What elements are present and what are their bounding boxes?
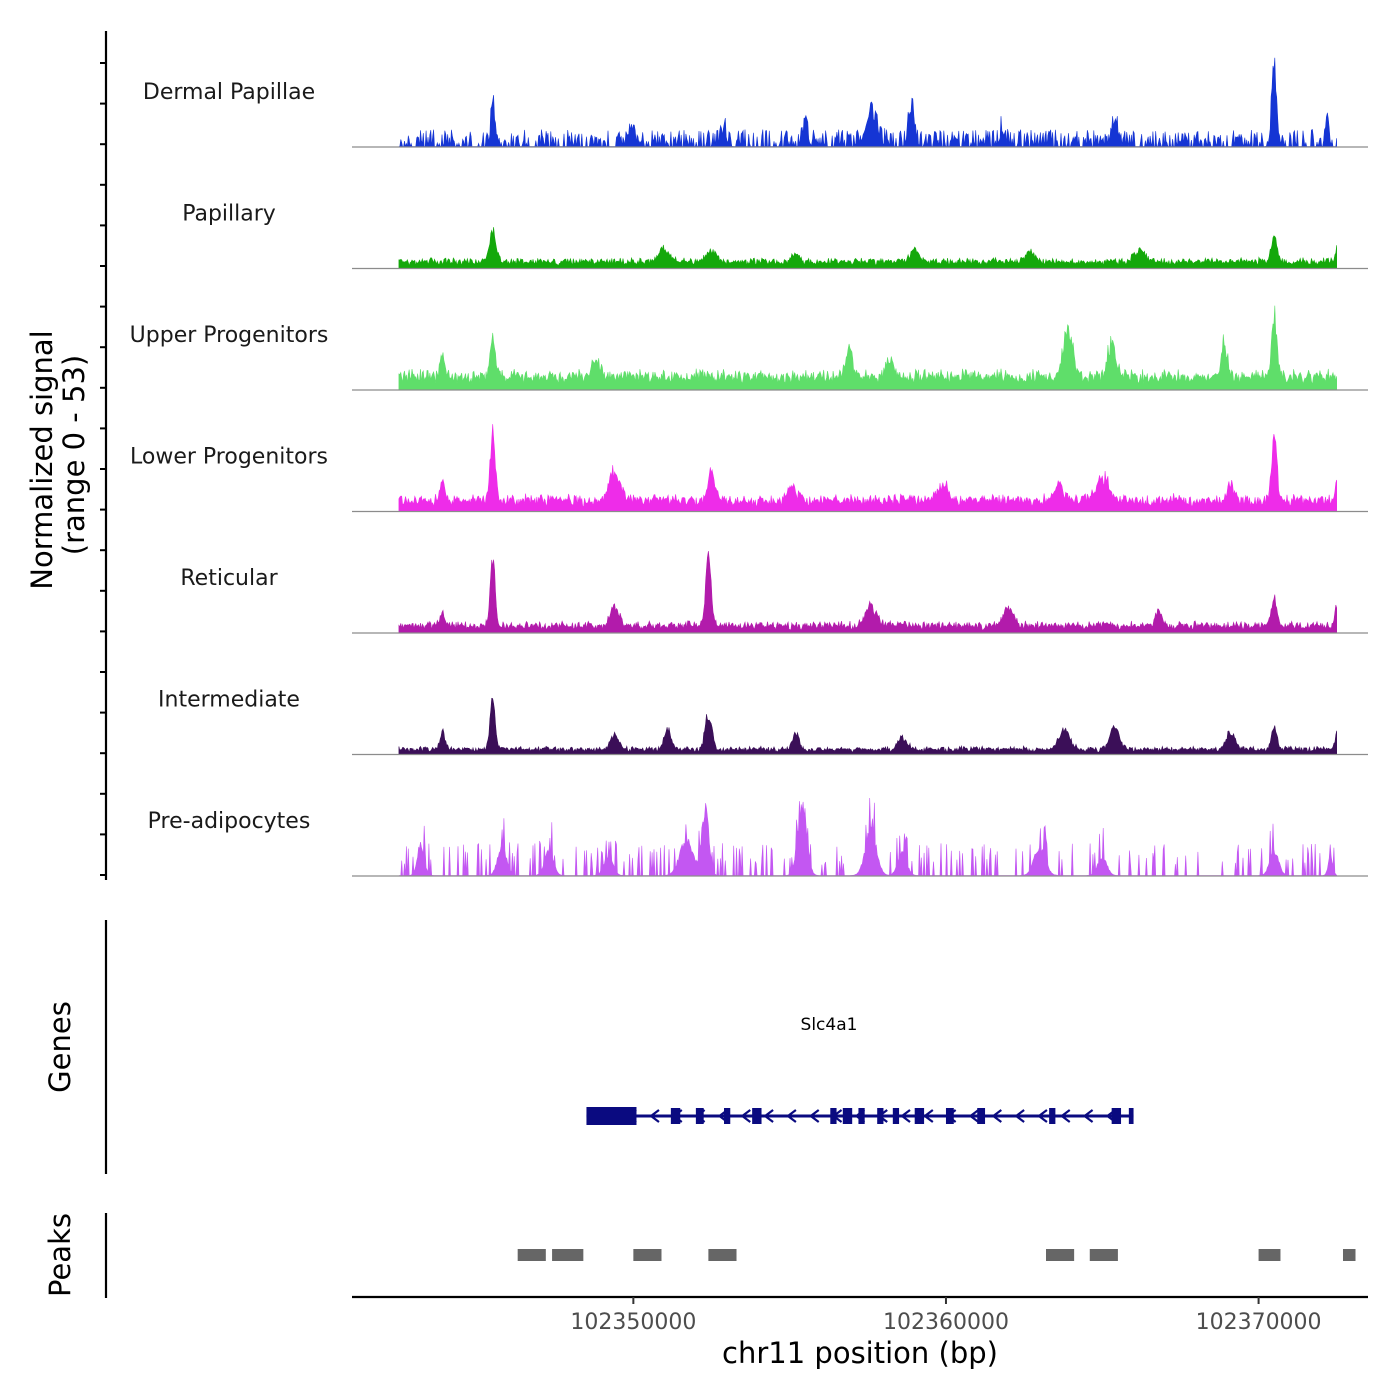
signal-area	[398, 697, 1337, 755]
gene-exon	[724, 1108, 731, 1124]
track-label: Dermal Papillae	[143, 80, 315, 105]
gene-exon	[892, 1108, 900, 1124]
signal-area	[398, 227, 1337, 269]
x-tick-label: 102360000	[883, 1310, 1009, 1335]
gene-exon	[1049, 1108, 1056, 1124]
gene-exon	[1128, 1108, 1134, 1124]
signal-area	[398, 797, 1337, 876]
peak-region	[633, 1249, 662, 1261]
gene-exon	[695, 1108, 704, 1124]
signal-y-ticks	[100, 62, 106, 876]
track-reticular: Reticular	[180, 551, 1368, 634]
strand-arrow	[991, 1109, 1002, 1123]
signal-area	[398, 551, 1337, 633]
peak-region	[552, 1249, 584, 1261]
gene-name-label: Slc4a1	[801, 1015, 858, 1035]
strand-arrow	[740, 1109, 751, 1123]
strand-arrow	[1037, 1109, 1048, 1123]
track-label: Lower Progenitors	[130, 445, 328, 470]
peak-region	[1342, 1249, 1356, 1261]
peak-region	[517, 1249, 546, 1261]
strand-arrow	[808, 1109, 820, 1123]
x-tick-label: 102350000	[570, 1310, 696, 1335]
peak-region	[1089, 1249, 1118, 1261]
track-upper-progenitors: Upper Progenitors	[130, 305, 1368, 391]
gene-exon	[945, 1108, 954, 1124]
signal-area	[398, 424, 1337, 512]
gene-exon	[670, 1108, 681, 1124]
track-pre-adipocytes: Pre-adipocytes	[148, 797, 1368, 877]
y-axis-subtitle: (range 0 - 53)	[57, 355, 91, 555]
track-label: Papillary	[182, 202, 276, 227]
gene-exon	[830, 1108, 837, 1124]
strand-arrow	[763, 1109, 774, 1123]
signal-area	[398, 305, 1337, 390]
gene-exon	[858, 1108, 865, 1124]
strand-arrow	[900, 1109, 911, 1123]
track-label: Reticular	[180, 566, 278, 591]
track-label: Pre-adipocytes	[148, 809, 311, 834]
track-lower-progenitors: Lower Progenitors	[130, 424, 1368, 513]
track-dermal-papillae: Dermal Papillae	[143, 57, 1368, 148]
strand-arrow	[786, 1109, 797, 1123]
strand-arrow	[649, 1109, 660, 1123]
peak-region	[1258, 1249, 1281, 1261]
gene-exon	[877, 1108, 884, 1124]
gene-exon	[842, 1108, 853, 1124]
track-label: Upper Progenitors	[130, 323, 329, 348]
gene-exon	[914, 1108, 925, 1124]
x-tick-label: 102370000	[1196, 1310, 1322, 1335]
signal-area	[398, 57, 1337, 148]
y-axis-title: Normalized signal	[25, 330, 59, 589]
strand-arrow	[968, 1109, 980, 1123]
gene-exon	[752, 1108, 762, 1124]
gene-exon	[586, 1107, 637, 1125]
coverage-tracks: Dermal Papillae Papillary Upper Progenitor…	[130, 57, 1368, 877]
strand-arrow	[1059, 1109, 1071, 1123]
peaks-axis-title: Peaks	[43, 1213, 77, 1297]
strand-arrow	[1082, 1109, 1094, 1123]
strand-arrow	[923, 1109, 934, 1123]
gene-exon	[977, 1108, 986, 1124]
strand-arrow	[1014, 1109, 1025, 1123]
peak-region	[708, 1249, 737, 1261]
track-papillary: Papillary	[182, 202, 1368, 270]
gene-track: Slc4a1	[586, 1015, 1134, 1125]
peak-track	[517, 1249, 1356, 1261]
x-axis-ticks: 102350000 102360000 102370000	[570, 1297, 1322, 1335]
genes-axis-title: Genes	[43, 1001, 77, 1093]
gene-exon	[1111, 1108, 1122, 1124]
track-intermediate: Intermediate	[158, 688, 1368, 756]
x-axis-title: chr11 position (bp)	[722, 1336, 998, 1370]
peak-region	[1046, 1249, 1075, 1261]
track-label: Intermediate	[158, 688, 300, 713]
